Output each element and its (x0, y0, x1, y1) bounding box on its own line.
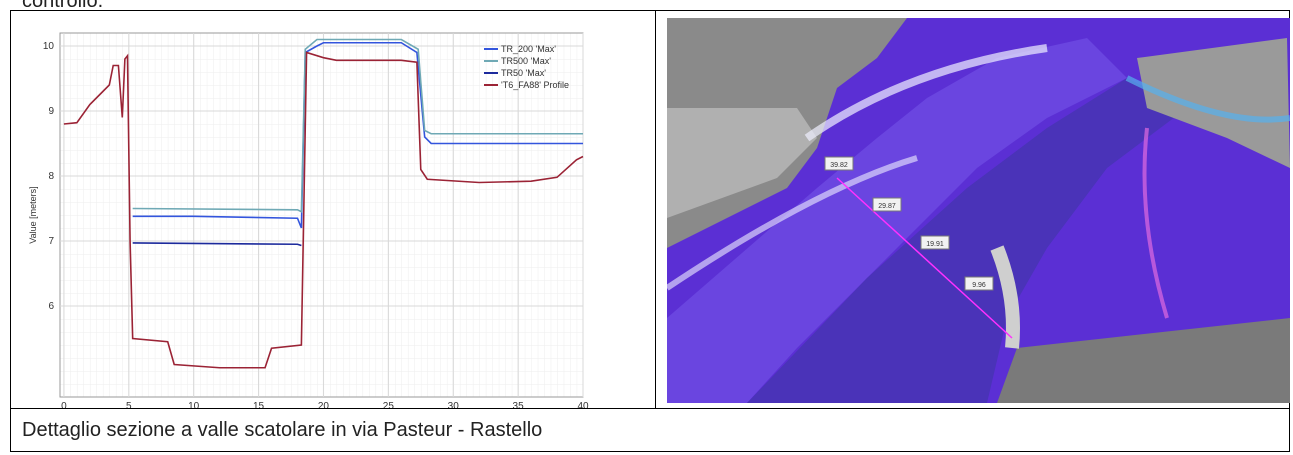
y-tick-label: 10 (43, 41, 55, 52)
y-tick-label: 7 (48, 236, 54, 247)
chart: 0510152025303540678910Station [meters]Va… (0, 0, 655, 408)
x-tick-label: 15 (253, 401, 265, 408)
x-tick-label: 35 (513, 401, 525, 408)
x-tick-label: 10 (188, 401, 200, 408)
section-label: 19.91 (926, 241, 944, 248)
page: controllo. 0510152025303540678910Station… (0, 0, 1293, 455)
y-tick-label: 9 (48, 106, 54, 117)
x-tick-label: 30 (448, 401, 460, 408)
cell-divider (655, 10, 656, 408)
legend-label: TR_200 'Max' (501, 44, 556, 54)
row-divider (10, 408, 1290, 409)
x-tick-label: 0 (61, 401, 67, 408)
x-tick-label: 25 (383, 401, 395, 408)
caption: Dettaglio sezione a valle scatolare in v… (22, 419, 542, 442)
section-label: 9.96 (972, 282, 986, 289)
legend-label: 'T6_FA88' Profile (501, 80, 569, 90)
y-tick-label: 8 (48, 171, 54, 182)
legend-label: TR500 'Max' (501, 56, 551, 66)
x-tick-label: 20 (318, 401, 330, 408)
x-tick-label: 40 (577, 401, 589, 408)
legend-label: TR50 'Max' (501, 68, 546, 78)
section-label: 39.82 (830, 162, 848, 169)
section-label: 29.87 (878, 203, 896, 210)
x-tick-label: 5 (126, 401, 132, 408)
y-axis-label: Value [meters] (28, 186, 38, 243)
map-image: 39.82 29.87 19.91 9.96 (667, 18, 1290, 403)
y-tick-label: 6 (48, 301, 54, 312)
